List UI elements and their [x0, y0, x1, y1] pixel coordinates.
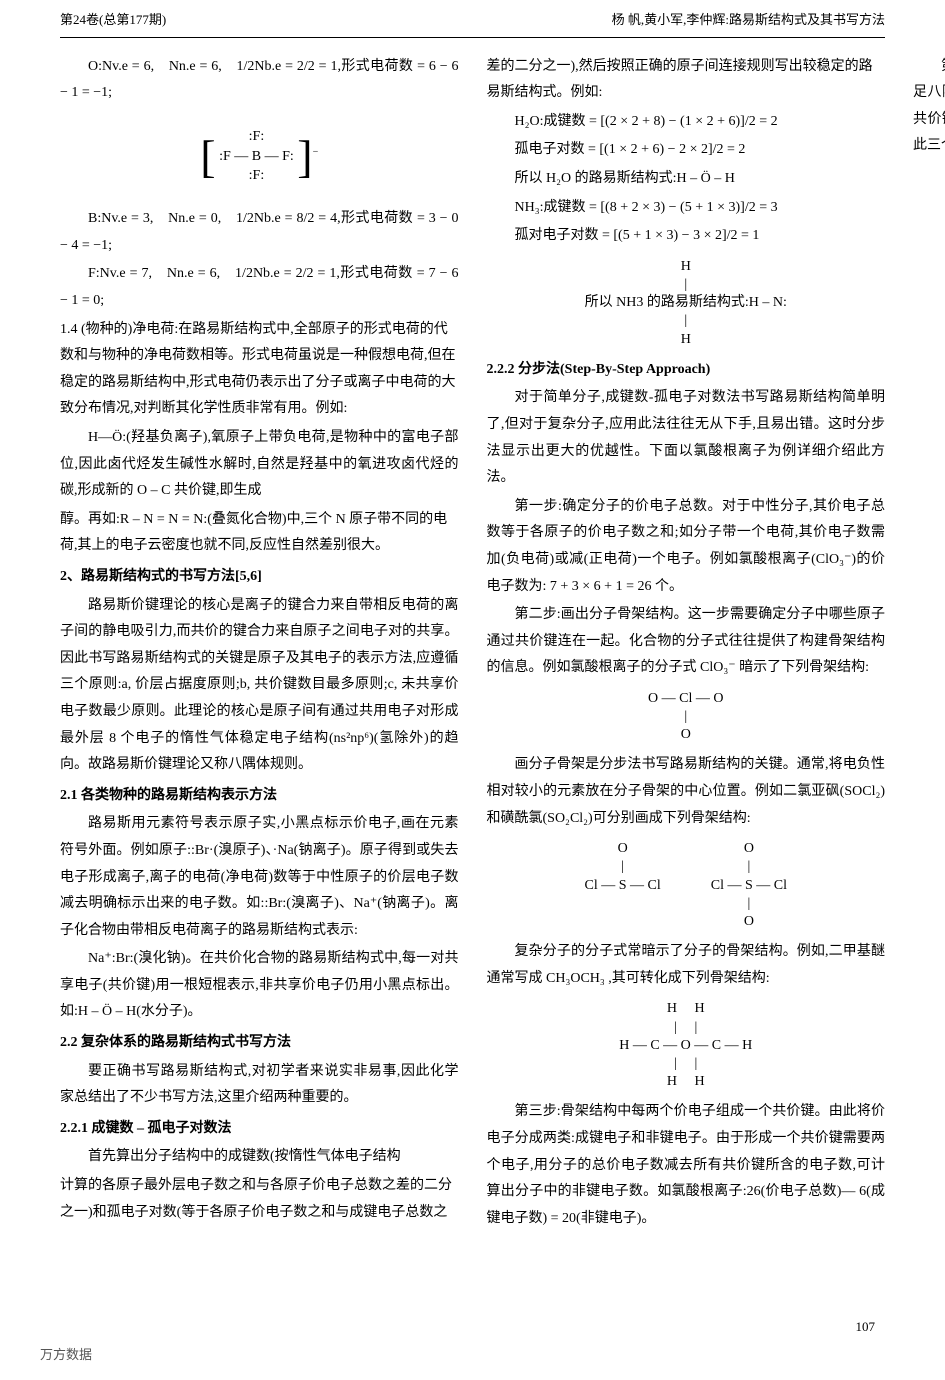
socl2-r0: O: [618, 841, 628, 856]
section-1-4: 1.4 (物种的)净电荷:在路易斯结构式中,全部原子的形式电荷的代数和与物种的净…: [60, 317, 459, 423]
clo3-r2: O: [681, 727, 691, 742]
nh3-r1: |: [684, 277, 687, 292]
bf4-row1: :F:: [249, 129, 265, 144]
nh3-bond-formula: NH₃:成键数 = [(8 + 2 × 3) − (5 + 1 × 3)]/2 …: [487, 195, 886, 222]
nh3-r4: H: [681, 332, 691, 347]
header-right: 杨 帆,黄小军,李仲辉:路易斯结构式及其书写方法: [612, 8, 885, 33]
clo3-r0: O — Cl — O: [648, 691, 723, 706]
bf4-row2: :F — B — F:: [219, 149, 294, 164]
so2cl2-r1: |: [747, 859, 750, 874]
para-step1: 第一步:确定分子的价电子总数。对于中性分子,其价电子总数等于各原子的价电子数之和…: [487, 494, 886, 600]
para-2-2-1: 首先算出分子结构中的成键数(按惰性气体电子结构: [60, 1144, 459, 1171]
para-step2: 第二步:画出分子骨架结构。这一步需要确定分子中哪些原子通过共价键连在一起。化合物…: [487, 602, 886, 682]
para-2-1b: Na⁺:Br:(溴化钠)。在共价化合物的路易斯结构式中,每一对共享电子(共价键)…: [60, 946, 459, 1026]
para-2-2: 要正确书写路易斯结构式,对初学者来说实非易事,因此化学家总结出了不少书写方法,这…: [60, 1059, 459, 1112]
bf4-charge: −: [313, 146, 319, 157]
h2o-bond-formula: H₂O:成键数 = [(2 × 2 + 8) − (1 × 2 + 6)]/2 …: [487, 109, 886, 136]
h2o-lone-formula: 孤电子对数 = [(1 × 2 + 6) − 2 × 2]/2 = 2: [487, 137, 886, 164]
dme-r1: | |: [674, 1020, 697, 1035]
clo3-r1: |: [684, 709, 687, 724]
para-2a: 路易斯价键理论的核心是离子的键合力来自带相反电荷的离子间的静电吸引力,而共价的键…: [60, 593, 459, 779]
para-2-2-2a: 对于简单分子,成键数-孤电子对数法书写路易斯结构简单明了,但对于复杂分子,应用此…: [487, 385, 886, 491]
two-column-body: O:Nv.e = 6, Nn.e = 6, 1/2Nb.e = 2/2 = 1,…: [60, 54, 885, 1254]
bf4-structure: [ :F: :F — B — F: :F: ]−: [60, 113, 459, 200]
socl2-so2cl2-structure: O | Cl — S — Cl O | Cl — S — Cl | O: [487, 840, 886, 931]
nh3-structure: H | 所以 NH3 的路易斯结构式:H – N: | H: [487, 258, 886, 349]
boron-charge-line: B:Nv.e = 3, Nn.e = 0, 1/2Nb.e = 8/2 = 4,…: [60, 206, 459, 259]
azide-para: 醇。再如:R – N = N = N:(叠氮化合物)中,三个 N 原子带不同的电…: [60, 507, 459, 560]
dme-r0: H H: [667, 1001, 705, 1016]
para-skeleton: 画分子骨架是分步法书写路易斯结构的关键。通常,将电负性相对较小的元素放在分子骨架…: [487, 752, 886, 832]
so2cl2-r0: O: [744, 841, 754, 856]
so2cl2-r3: |: [747, 896, 750, 911]
so2cl2-r4: O: [744, 914, 754, 929]
socl2-r2: Cl — S — Cl: [585, 878, 661, 893]
heading-2-1: 2.1 各类物种的路易斯结构表示方法: [60, 783, 459, 810]
dme-r4: H H: [667, 1074, 705, 1089]
oxygen-charge-line: O:Nv.e = 6, Nn.e = 6, 1/2Nb.e = 2/2 = 1,…: [60, 54, 459, 107]
para-2-1a: 路易斯用元素符号表示原子实,小黑点标示价电子,画在元素符号外面。例如原子::Br…: [60, 811, 459, 944]
page-number: 107: [856, 1315, 876, 1340]
para-step4: 第四步:分配剩下的价电子作为非键电子,让每个原子周围满足八隅体的稳定电子结构。C…: [913, 54, 945, 160]
bf4-row3: :F:: [249, 168, 265, 183]
watermark: 万方数据: [40, 1343, 92, 1368]
dme-structure: H H | | H — C — O — C — H | | H H: [487, 1000, 886, 1091]
nh3-r3: |: [684, 313, 687, 328]
page-header: 第24卷(总第177期) 杨 帆,黄小军,李仲辉:路易斯结构式及其书写方法: [60, 0, 885, 38]
socl2-r1: |: [621, 859, 624, 874]
hydroxyl-para: H—Ö:(羟基负离子),氧原子上带负电荷,是物种中的富电子部位,因此卤代烃发生碱…: [60, 425, 459, 505]
so2cl2-r2: Cl — S — Cl: [711, 878, 787, 893]
nh3-label-line: 所以 NH3 的路易斯结构式:H – N:: [585, 295, 787, 310]
fluorine-charge-line: F:Nv.e = 7, Nn.e = 6, 1/2Nb.e = 2/2 = 1,…: [60, 261, 459, 314]
heading-2-2: 2.2 复杂体系的路易斯结构式书写方法: [60, 1030, 459, 1057]
para-dme-intro: 复杂分子的分子式常暗示了分子的骨架结构。例如,二甲基醚通常写成 CH₃OCH₃ …: [487, 939, 886, 992]
header-left: 第24卷(总第177期): [60, 8, 166, 33]
heading-2: 2、路易斯结构式的书写方法[5,6]: [60, 564, 459, 591]
heading-2-2-1: 2.2.1 成键数 – 孤电子对数法: [60, 1116, 459, 1143]
dme-r2: H — C — O — C — H: [619, 1038, 752, 1053]
h2o-lewis: 所以 H₂O 的路易斯结构式:H – Ö – H: [487, 166, 886, 193]
clo3-structure: O — Cl — O | O: [487, 690, 886, 745]
nh3-r0: H: [681, 259, 691, 274]
nh3-lone-formula: 孤对电子对数 = [(5 + 1 × 3) − 3 × 2]/2 = 1: [487, 223, 886, 250]
heading-2-2-2: 2.2.2 分步法(Step-By-Step Approach): [487, 357, 886, 384]
para-step3: 第三步:骨架结构中每两个价电子组成一个共价键。由此将价电子分成两类:成键电子和非…: [487, 1099, 886, 1232]
dme-r3: | |: [674, 1056, 697, 1071]
